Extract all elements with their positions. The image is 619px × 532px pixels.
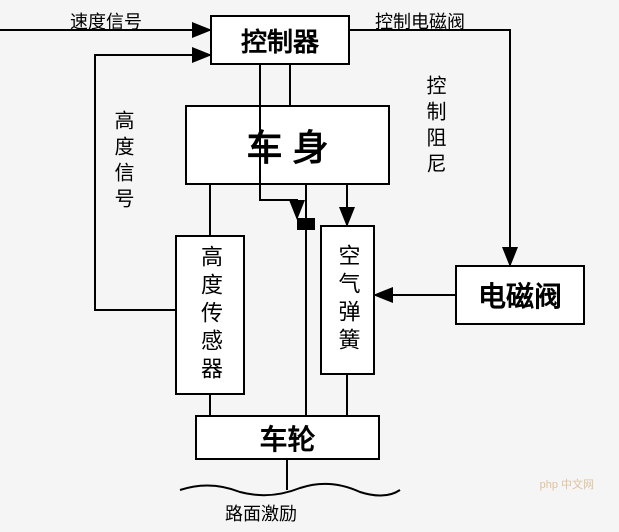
height-sensor-box: 高度传感器	[175, 235, 245, 395]
height-sensor-label: 高度传感器	[194, 245, 226, 385]
controller-label: 控制器	[241, 22, 319, 59]
watermark-text: php 中文网	[540, 476, 594, 492]
body-box: 车 身	[185, 105, 390, 185]
air-spring-label: 空气弹簧	[332, 244, 364, 356]
controller-box: 控制器	[210, 15, 350, 65]
air-spring-box: 空气弹簧	[320, 225, 375, 375]
road-excitation-label: 路面激励	[225, 500, 297, 526]
height-signal-label: 高度信号	[108, 110, 137, 214]
speed-signal-label: 速度信号	[70, 8, 142, 34]
damper-block	[297, 218, 315, 230]
wheel-box: 车轮	[195, 415, 380, 460]
solenoid-box: 电磁阀	[455, 265, 585, 325]
wheel-label: 车轮	[259, 418, 315, 458]
control-solenoid-label: 控制电磁阀	[375, 8, 465, 34]
body-label: 车 身	[246, 119, 328, 171]
control-damping-label: 控制阻尼	[420, 75, 449, 179]
solenoid-label: 电磁阀	[478, 275, 562, 315]
